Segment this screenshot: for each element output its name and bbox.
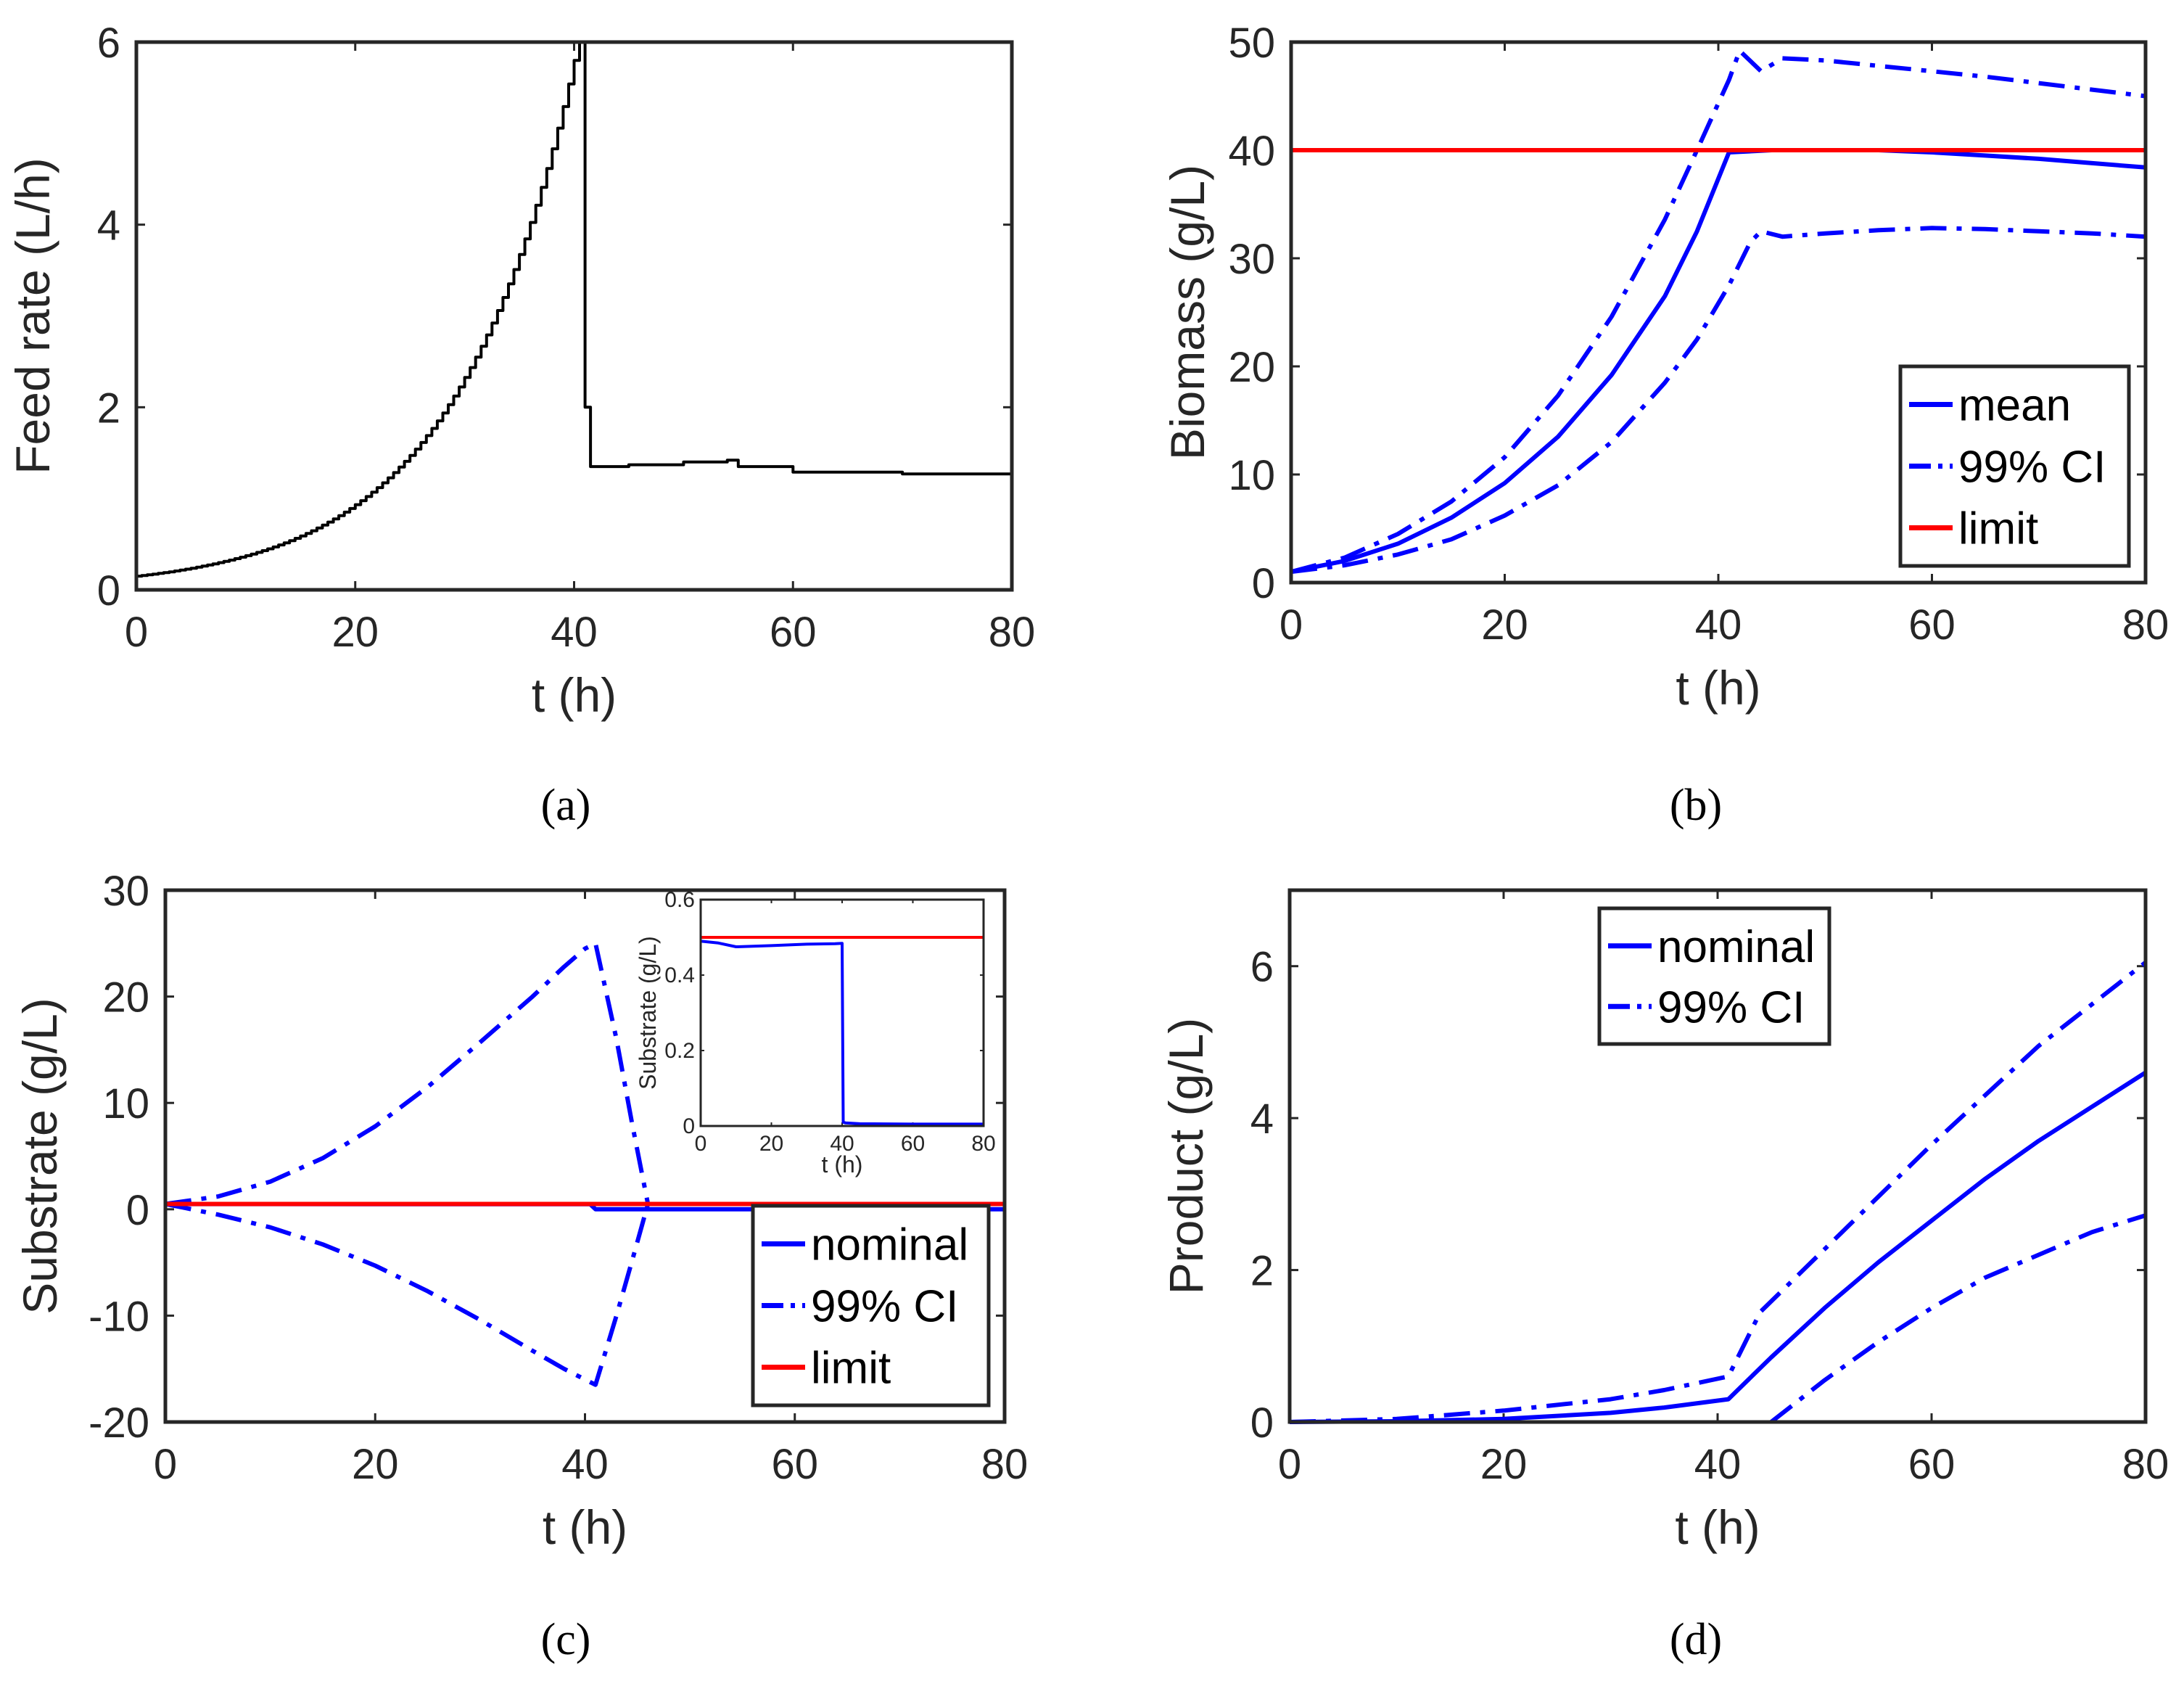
y-tick-label: 0.6 <box>664 888 695 912</box>
x-tick-label: 60 <box>901 1132 925 1156</box>
y-tick-label: 0 <box>1252 560 1275 607</box>
axes-frame <box>163 888 1007 1424</box>
series-line-99-ci-upper <box>1289 961 2147 1424</box>
x-tick-label: 80 <box>989 609 1036 656</box>
legend-label: 99% CI <box>1958 443 2106 493</box>
legend-label: mean <box>1958 381 2071 431</box>
x-tick-label: 40 <box>561 1441 609 1488</box>
series-line-nominal <box>700 940 984 1126</box>
series-line-feed-rate <box>136 41 1012 578</box>
x-tick-label: 20 <box>352 1441 399 1488</box>
chart-c: 0 20 40 60 80 -20 -10 0 10 20 30 t (h) Substrate (g/… <box>13 868 1028 1664</box>
y-axis-label: Biomass (g/L) <box>1161 165 1214 460</box>
panel-caption: (b) <box>1670 781 1722 830</box>
panel-caption: (c) <box>541 1615 591 1664</box>
series-line-99-ci-lower <box>1769 1213 2146 1424</box>
panel-caption: (a) <box>541 781 591 830</box>
x-tick-label: 80 <box>2122 1441 2169 1488</box>
legend-label: 99% CI <box>811 1282 958 1332</box>
y-tick-label: 6 <box>1250 944 1274 991</box>
inset-chart: 0 20 40 60 80 0 0.2 0.4 0.6 t (h) Substrate (g/L) <box>635 888 996 1177</box>
series-line-99-ci-upper <box>165 941 651 1207</box>
series-line-mean <box>1290 148 2146 575</box>
axes-frame <box>134 40 1014 592</box>
y-tick-label: 0.4 <box>664 963 695 987</box>
y-tick-label: 10 <box>1228 452 1275 499</box>
y-tick-label: 30 <box>1228 236 1275 283</box>
x-tick-label: 0 <box>154 1441 177 1488</box>
y-axis-label: Substrate (g/L) <box>13 998 67 1315</box>
y-axis-label: Feed rate (L/h) <box>6 157 59 474</box>
legend-label: 99% CI <box>1657 982 1805 1032</box>
x-tick-label: 20 <box>331 609 379 656</box>
y-tick-label: 4 <box>97 202 120 250</box>
y-tick-label: -20 <box>88 1400 149 1447</box>
x-axis-label: t (h) <box>532 668 617 722</box>
y-tick-label: 0 <box>1250 1400 1274 1447</box>
chart-b: 0 20 40 60 80 0 10 20 30 40 50 t (h) Biomass (g/L) me… <box>1161 20 2169 830</box>
y-tick-label: 2 <box>1250 1248 1274 1295</box>
x-tick-label: 20 <box>1480 1441 1528 1488</box>
legend-label: limit <box>811 1344 891 1394</box>
y-tick-label: 2 <box>97 385 120 432</box>
series-line-99-ci-lower <box>1290 226 2146 575</box>
y-tick-label: 40 <box>1228 128 1275 175</box>
legend-label: nominal <box>1657 922 1815 972</box>
x-tick-label: 20 <box>1481 601 1528 649</box>
axes-frame <box>1287 888 2148 1424</box>
x-axis-label: t (h) <box>1676 661 1760 715</box>
chart-d: 0 20 40 60 80 0 2 4 6 t (h) Product (g/L) nominal 99… <box>1159 888 2169 1664</box>
panel-caption: (d) <box>1670 1615 1722 1664</box>
x-tick-label: 40 <box>551 609 598 656</box>
y-tick-label: 4 <box>1250 1096 1274 1143</box>
y-tick-label: 0 <box>97 567 120 615</box>
y-tick-label: 10 <box>102 1080 149 1127</box>
inset-x-axis-label: t (h) <box>822 1151 863 1177</box>
y-tick-label: 0.2 <box>664 1039 695 1063</box>
legend-label: nominal <box>811 1220 968 1270</box>
y-tick-label: 50 <box>1228 20 1275 67</box>
x-tick-label: 80 <box>971 1132 995 1156</box>
series-line-99-ci-upper <box>1290 48 2146 575</box>
chart-a: 0 20 40 60 80 0 2 4 6 t (h) Feed rate (L/h) (a) <box>6 20 1035 830</box>
x-tick-label: 60 <box>1908 1441 1956 1488</box>
x-tick-label: 80 <box>981 1441 1029 1488</box>
y-tick-label: 0 <box>126 1187 149 1234</box>
x-tick-label: 60 <box>1908 601 1956 649</box>
inset-frame <box>699 898 985 1127</box>
y-tick-label: 6 <box>97 20 120 67</box>
legend-box <box>1597 906 1831 1046</box>
x-tick-label: 60 <box>771 1441 818 1488</box>
x-tick-label: 80 <box>2122 601 2169 649</box>
y-tick-label: 20 <box>102 974 149 1022</box>
series-line-99-ci-lower <box>165 1201 651 1387</box>
series-line-nominal <box>1289 1070 2147 1424</box>
axes-frame <box>1289 40 2148 585</box>
x-tick-label: 0 <box>1278 1441 1301 1488</box>
y-tick-label: -10 <box>88 1293 149 1340</box>
x-axis-label: t (h) <box>543 1500 627 1554</box>
x-tick-label: 40 <box>1695 601 1742 649</box>
y-tick-label: 20 <box>1228 344 1275 391</box>
x-tick-label: 20 <box>759 1132 783 1156</box>
x-tick-label: 40 <box>1694 1441 1742 1488</box>
x-tick-label: 60 <box>770 609 817 656</box>
x-tick-label: 40 <box>830 1132 854 1156</box>
x-tick-label: 0 <box>125 609 148 656</box>
inset-y-axis-label: Substrate (g/L) <box>635 936 661 1090</box>
legend-label: limit <box>1958 504 2038 554</box>
x-tick-label: 0 <box>695 1132 707 1156</box>
y-tick-label: 30 <box>102 868 149 915</box>
y-tick-label: 0 <box>683 1114 695 1138</box>
x-tick-label: 0 <box>1280 601 1303 649</box>
y-axis-label: Product (g/L) <box>1159 1018 1213 1295</box>
x-axis-label: t (h) <box>1675 1500 1760 1554</box>
